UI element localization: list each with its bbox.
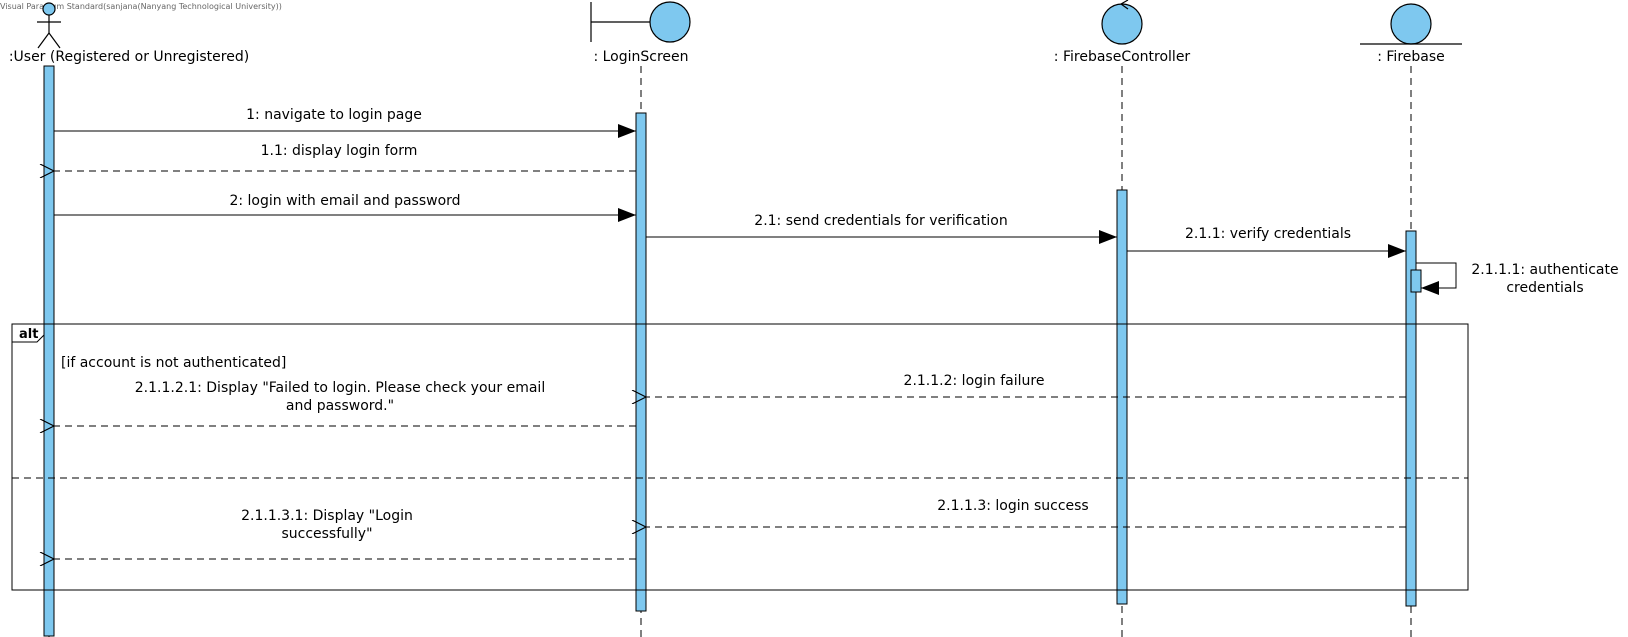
message-2-1-1-1: 2.1.1.1: authenticate credentials [1416, 262, 1619, 296]
message-2-1-1-1-label-line2: credentials [1506, 280, 1583, 296]
lifeline-label-firebasecontroller: : FirebaseController [1054, 49, 1191, 65]
message-2-1-label: 2.1: send credentials for verification [754, 213, 1007, 229]
alt-guard-label: [if account is not authenticated] [61, 355, 286, 371]
message-2-1-1-3: 2.1.1.3: login success [646, 498, 1406, 527]
control-icon [1101, 0, 1143, 45]
message-2-1-1-2-label: 2.1.1.2: login failure [904, 373, 1045, 389]
boundary-icon [590, 1, 691, 43]
alt-operator-label: alt [19, 327, 38, 342]
message-2-1-1: 2.1.1: verify credentials [1127, 226, 1406, 258]
activation-user [43, 65, 55, 637]
lifeline-label-loginscreen: : LoginScreen [593, 49, 688, 65]
message-2-1-1-3-label: 2.1.1.3: login success [937, 498, 1088, 514]
lifeline-label-user: :User (Registered or Unregistered) [9, 49, 249, 65]
message-2-1: 2.1: send credentials for verification [646, 213, 1117, 244]
message-1-label: 1: navigate to login page [246, 107, 422, 123]
lifeline-label-firebase: : Firebase [1377, 49, 1445, 65]
message-2-1-1-2-1-label-line2: and password." [286, 398, 394, 414]
message-2-label: 2: login with email and password [229, 193, 460, 209]
message-2-1-1-3-1-label-line1: 2.1.1.3.1: Display "Login [241, 508, 413, 524]
watermark-text: Visual Paradigm Standard(sanjana(Nanyang… [0, 2, 282, 11]
message-2-1-1-1-label-line1: 2.1.1.1: authenticate [1471, 262, 1618, 278]
activation-firebase-nested [1410, 269, 1422, 293]
message-1: 1: navigate to login page [54, 107, 636, 138]
message-2-1-1-label: 2.1.1: verify credentials [1185, 226, 1351, 242]
entity-icon [1360, 3, 1462, 45]
message-2: 2: login with email and password [54, 193, 636, 222]
activation-loginscreen [635, 112, 647, 612]
activation-firebase [1405, 230, 1417, 607]
message-2-1-1-2-1: 2.1.1.2.1: Display "Failed to login. Ple… [54, 380, 636, 426]
message-1-1-label: 1.1: display login form [261, 143, 418, 159]
actor-icon [37, 2, 61, 49]
message-2-1-1-2-1-label-line1: 2.1.1.2.1: Display "Failed to login. Ple… [135, 380, 545, 396]
message-1-1: 1.1: display login form [54, 143, 636, 171]
message-2-1-1-3-1: 2.1.1.3.1: Display "Login successfully" [54, 508, 636, 559]
alt-fragment: alt [if account is not authenticated] [11, 323, 1469, 591]
message-2-1-1-2: 2.1.1.2: login failure [646, 373, 1406, 397]
message-2-1-1-3-1-label-line2: successfully" [281, 526, 372, 542]
